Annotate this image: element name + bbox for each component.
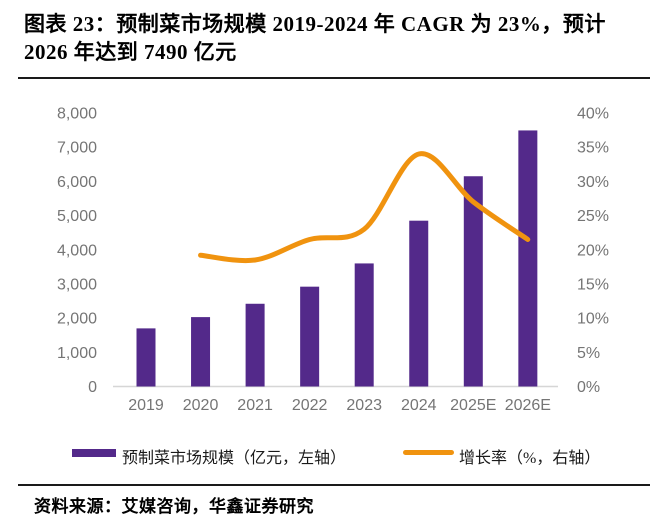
- x-axis-label-2026E: 2026E: [505, 397, 551, 414]
- left-axis-tick-label: 2,000: [57, 311, 97, 328]
- bar-2023: [354, 263, 374, 387]
- left-axis-tick-label: 7,000: [57, 140, 97, 157]
- right-axis-tick-label: 20%: [577, 242, 609, 259]
- chart-legend: 预制菜市场规模（亿元，左轴） 增长率（%，右轴）: [0, 443, 650, 469]
- right-axis-tick-label: 25%: [577, 208, 609, 225]
- x-axis-label-2022: 2022: [292, 397, 328, 414]
- x-axis-label-2019: 2019: [128, 397, 164, 414]
- right-axis-tick-label: 10%: [577, 311, 609, 328]
- x-axis-label-2025E: 2025E: [450, 397, 496, 414]
- left-axis-tick-label: 4,000: [57, 242, 97, 259]
- bar-2020: [191, 317, 211, 387]
- bar-2019: [136, 328, 156, 387]
- left-axis-tick-label: 1,000: [57, 345, 97, 362]
- growth-rate-line: [198, 151, 531, 264]
- left-axis-tick-label: 6,000: [57, 174, 97, 191]
- right-axis-tick-label: 5%: [577, 345, 600, 362]
- footer-divider: [18, 484, 650, 486]
- figure-title: 图表 23：预制菜市场规模 2019-2024 年 CAGR 为 23%，预计 …: [24, 12, 606, 64]
- left-axis-tick-label: 5,000: [57, 208, 97, 225]
- bar-2025E: [463, 176, 483, 387]
- legend-label-market-size: 预制菜市场规模（亿元，左轴）: [122, 450, 347, 467]
- data-source-note: 资料来源：艾媒咨询，华鑫证券研究: [34, 497, 314, 516]
- right-axis-tick-label: 0%: [577, 379, 600, 396]
- x-axis-label-2023: 2023: [346, 397, 382, 414]
- left-axis-tick-label: 0: [88, 379, 97, 396]
- legend-line-swatch-icon: [403, 450, 454, 455]
- right-axis-tick-label: 30%: [577, 174, 609, 191]
- right-axis-tick-label: 35%: [577, 140, 609, 157]
- bar-2022: [300, 286, 320, 387]
- bar-2021: [245, 303, 265, 387]
- right-axis-tick-label: 40%: [577, 106, 609, 123]
- title-divider: [18, 77, 650, 79]
- bar-2026E: [518, 130, 538, 387]
- x-axis-label-2024: 2024: [401, 397, 437, 414]
- legend-label-growth-rate: 增长率（%，右轴）: [459, 450, 601, 467]
- left-axis-tick-label: 8,000: [57, 106, 97, 123]
- legend-bar-swatch-icon: [72, 449, 116, 457]
- left-axis-tick-label: 3,000: [57, 276, 97, 293]
- right-axis-tick-label: 15%: [577, 276, 609, 293]
- bar-2024: [409, 220, 429, 387]
- market-size-growth-chart: 0 1,000 2,000 3,000 4,000 5,000 6,000 7,000 8,00…: [57, 106, 609, 415]
- x-axis-label-2021: 2021: [237, 397, 273, 414]
- x-axis-label-2020: 2020: [183, 397, 219, 414]
